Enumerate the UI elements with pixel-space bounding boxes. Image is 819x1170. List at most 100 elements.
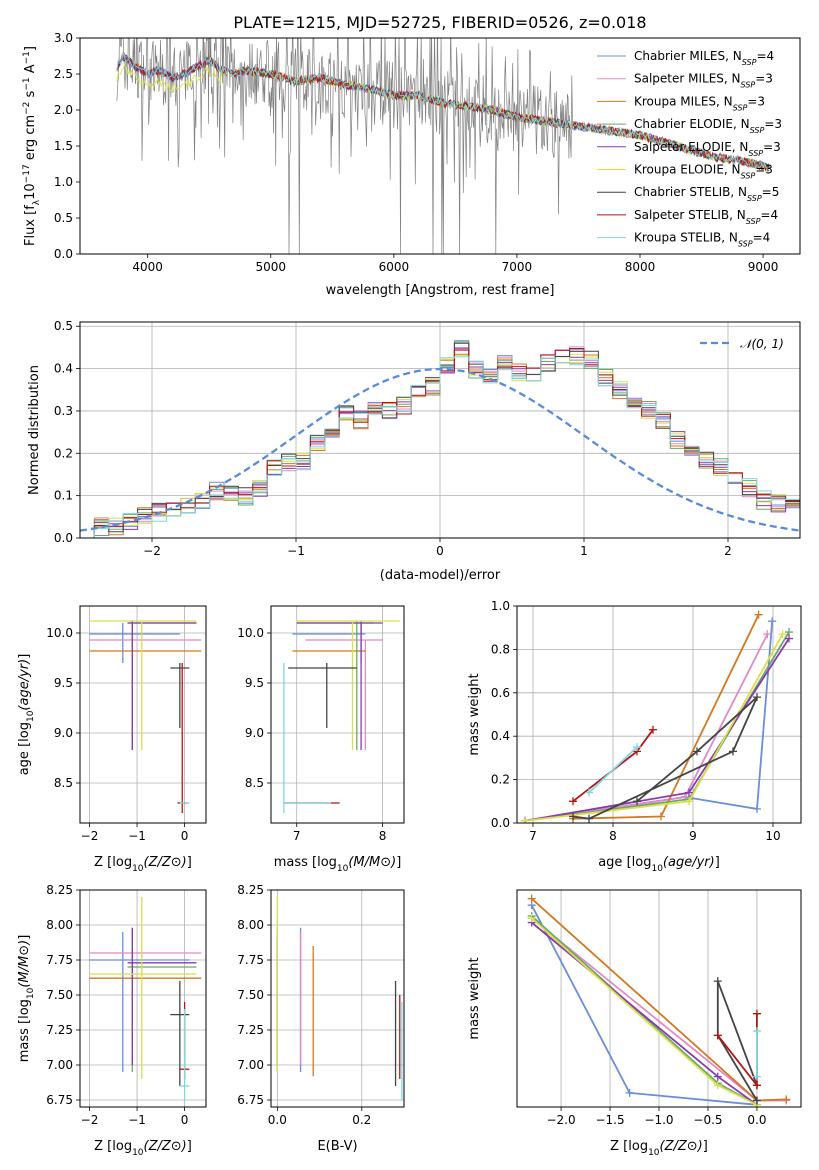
weight_vs_age-xtick-label-2: 9 — [689, 829, 697, 843]
legend-label-0: Chabrier MILES, NSSP=4 — [634, 49, 774, 67]
legend-label-8: Kroupa STELIB, NSSP=4 — [634, 231, 770, 249]
weight_vs_age-plot-area — [521, 610, 793, 823]
mass_vs_Z-xtick-label-2: 0 — [181, 1113, 189, 1127]
spectrum-ytick-label-1: 0.5 — [54, 211, 73, 225]
residuals-ytick-label-4: 0.4 — [54, 362, 73, 376]
weight_vs_age-marker-6-1 — [585, 814, 593, 823]
weight_vs_age-ytick-label-0: 0.0 — [491, 816, 510, 830]
residuals-xtick-label-3: 1 — [580, 544, 588, 558]
weight_vs_age-marker-1-2 — [763, 630, 772, 639]
mass_vs_ebv-ytick-label-5: 8.00 — [237, 918, 264, 932]
weight_vs_age-marker-2-2 — [754, 610, 763, 619]
mass_vs_ebv-frame — [270, 889, 405, 1108]
residuals-panel: −2 −1 0 1 2 0.0 0.1 0.2 0.3 0.4 0.5 𝒩(0, 1) (data-mo… — [27, 319, 801, 583]
weight_vs_Z-marker-2-0 — [527, 894, 536, 903]
weight_vs_Z-marker-7-0 — [713, 1031, 722, 1040]
residual-hist-5 — [80, 353, 800, 538]
weight_vs_Z-xtick-label-2: −1.0 — [644, 1113, 673, 1127]
weight_vs_Z-marker-5-0 — [527, 914, 536, 923]
residuals-ytick-label-3: 0.3 — [54, 404, 73, 418]
spectrum-xtick-label-2: 6000 — [379, 260, 410, 274]
weight_vs_age-marker-4-2 — [785, 634, 793, 643]
legend-label-6: Chabrier STELIB, NSSP=5 — [634, 185, 779, 203]
residuals-ytick-label-0: 0.0 — [54, 531, 73, 545]
mass_vs_ebv-ytick-label-4: 7.75 — [237, 953, 264, 967]
age_vs_Z-ytick-label-0: 8.5 — [54, 776, 73, 790]
mass_vs_ebv-xtick-label-1: 0.2 — [352, 1113, 371, 1127]
weight_vs_age-marker-8-1 — [633, 743, 641, 752]
weight_vs_age-series-2 — [572, 614, 760, 820]
legend-label-2: Kroupa MILES, NSSP=3 — [634, 94, 765, 112]
weight_vs_age-xlabel: age [log10(age/yr)] — [598, 855, 720, 874]
age_vs_Z-ytick-label-3: 10.0 — [46, 626, 73, 640]
residual-hist-2 — [80, 353, 800, 538]
weight_vs_age-marker-6-5 — [633, 797, 641, 806]
age_vs_Z-plot-area — [89, 620, 202, 813]
spectrum-plot-area — [116, 38, 770, 254]
residuals-ytick-label-2: 0.2 — [54, 446, 73, 460]
weight_vs_age-marker-5-0 — [521, 816, 529, 823]
age_vs_mass-ytick-label-0: 8.5 — [245, 776, 264, 790]
mass_vs_Z-frame — [79, 889, 207, 1108]
mass_vs_Z-ytick-label-3: 7.50 — [46, 988, 73, 1002]
age_vs_Z-ytick-label-1: 9.0 — [54, 726, 73, 740]
weight_vs_age-marker-2-1 — [657, 812, 665, 821]
spectrum-ytick-label-3: 1.5 — [54, 139, 73, 153]
age_vs_mass-ytick-label-1: 9.0 — [245, 726, 264, 740]
weight_vs_Z-marker-5-1 — [713, 1081, 722, 1090]
spectrum-xtick-label-1: 5000 — [255, 260, 286, 274]
weight_vs_Z-marker-7-2 — [752, 1009, 761, 1018]
weight_vs_Z-marker-8-0 — [752, 1072, 761, 1081]
weight_vs_age-marker-0-2 — [753, 804, 761, 813]
weight_vs_Z-marker-7-1 — [752, 1081, 761, 1090]
mass_vs_ebv-plot-area — [276, 897, 403, 1100]
spectrum-xlabel: wavelength [Angstrom, rest frame] — [326, 283, 555, 298]
weight_vs_Z-marker-6-2 — [713, 977, 722, 986]
age_vs_Z-frame — [79, 605, 207, 824]
age_vs_Z-xtick-label-0: −2 — [81, 829, 99, 843]
spectrum-xtick-label-4: 8000 — [625, 260, 656, 274]
weight_vs_age-marker-5-2 — [778, 630, 787, 639]
spectrum-ytick-label-0: 0.0 — [54, 247, 73, 261]
residuals-ylabel: Normed distribution — [27, 365, 42, 495]
residuals-ytick-label-1: 0.1 — [54, 489, 73, 503]
weight_vs_age-ytick-label-4: 0.8 — [491, 642, 510, 656]
weight_vs_Z-marker-0-1 — [625, 1088, 634, 1097]
spectrum-model-8 — [116, 50, 770, 172]
age_vs_mass-xtick-label-1: 8 — [379, 829, 387, 843]
mass_vs_ebv-ytick-label-6: 8.25 — [237, 883, 264, 897]
weight_vs_age-marker-8-0 — [585, 788, 593, 797]
weight_vs_age-marker-7-0 — [569, 797, 577, 806]
age_vs_Z-ylabel: age [log10(age/yr)] — [17, 654, 36, 776]
residuals-xtick-label-4: 2 — [724, 544, 732, 558]
legend-label-1: Salpeter MILES, NSSP=3 — [634, 72, 773, 90]
mass_vs_ebv-ytick-label-0: 6.75 — [237, 1093, 264, 1107]
spectrum-ylabel: Flux [fλ10−17 erg cm−2 s−1 A−1] — [22, 46, 42, 246]
age_vs_Z-xlabel: Z [log10(Z/Z⊙)] — [94, 855, 192, 874]
weight_vs_Z-xtick-label-4: 0.0 — [747, 1113, 766, 1127]
spectrum-ytick-label-5: 2.5 — [54, 67, 73, 81]
mass_vs_Z-ytick-label-5: 8.00 — [46, 918, 73, 932]
weight_vs_Z-marker-2-2 — [782, 1095, 791, 1104]
spectrum-xtick-label-0: 4000 — [132, 260, 163, 274]
weight_vs_Z-xlabel: Z [log10(Z/Z⊙)] — [610, 1139, 708, 1158]
age_vs_Z-xtick-label-1: −1 — [128, 829, 146, 843]
mass_vs_Z-panel: −2 −1 0 6.75 7.00 7.25 7.50 7.75 8.00 8.25 Z [log1… — [17, 883, 207, 1158]
spectrum-ytick-label-4: 2.0 — [54, 103, 73, 117]
weight_vs_Z-series-0 — [530, 904, 757, 1106]
mass_vs_Z-ytick-label-0: 6.75 — [46, 1093, 73, 1107]
weight_vs_Z-panel: −2.0 −1.5 −1.0 −0.5 0.0 Z [log10(Z/Z⊙)] mass w… — [467, 889, 802, 1158]
weight_vs_age-series-3 — [524, 631, 790, 822]
weight_vs_age-ytick-label-5: 1.0 — [491, 599, 510, 613]
residuals-xlabel: (data-model)/error — [380, 568, 501, 583]
figure-title: PLATE=1215, MJD=52725, FIBERID=0526, z=0… — [233, 13, 646, 32]
age_vs_mass-ytick-label-3: 10.0 — [237, 626, 264, 640]
mass_vs_ebv-xtick-label-0: 0.0 — [268, 1113, 287, 1127]
weight_vs_Z-series-4 — [531, 921, 758, 1106]
mass_vs_Z-ytick-label-2: 7.25 — [46, 1023, 73, 1037]
weight_vs_Z-plot-area — [527, 894, 791, 1107]
weight_vs_age-ylabel: mass weight — [467, 673, 482, 755]
weight_vs_Z-ylabel: mass weight — [467, 957, 482, 1039]
mass_vs_ebv-panel: 0.0 0.2 6.75 7.00 7.25 7.50 7.75 8.00 8.25 E(B-V) — [237, 883, 405, 1154]
age_vs_Z-panel: −2 −1 0 8.5 9.0 9.5 10.0 Z [log10(Z/Z⊙)] age [lo… — [17, 605, 207, 874]
